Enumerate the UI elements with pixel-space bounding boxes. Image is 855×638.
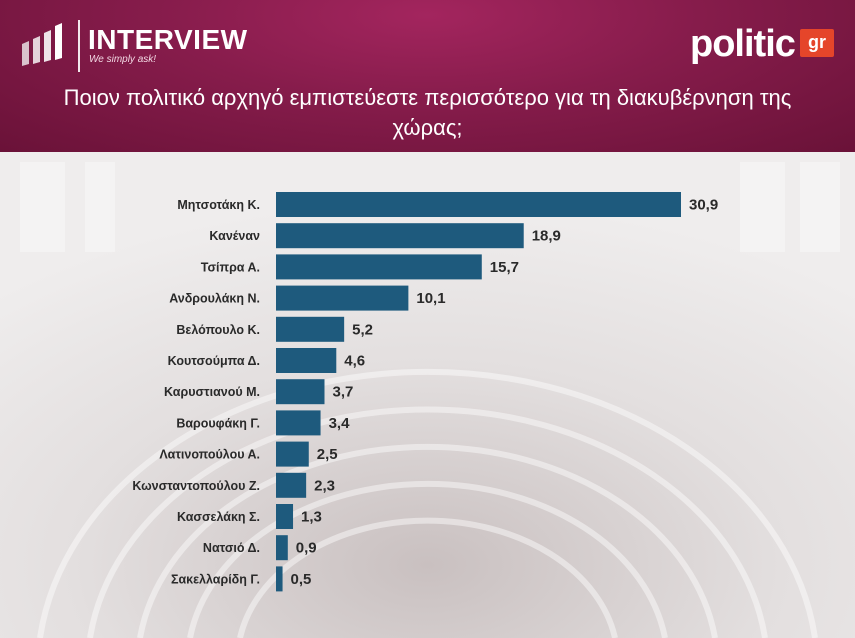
category-label: Κουτσούμπα Δ. (168, 354, 260, 368)
interview-logo-icon (22, 23, 62, 66)
bar (276, 192, 681, 217)
value-label: 15,7 (490, 259, 519, 276)
bar (276, 504, 294, 529)
bar (276, 285, 409, 311)
value-label: 2,3 (314, 477, 335, 494)
bar-chart: Μητσοτάκη Κ. 30,9 Κανέναν 18,9 Τσίπρα Α. 15,7… (132, 192, 718, 592)
bar (276, 254, 482, 280)
bar (276, 223, 524, 249)
value-label: 2,5 (317, 446, 338, 463)
bar (276, 566, 283, 592)
bar (276, 316, 345, 342)
value-label: 0,9 (296, 540, 317, 557)
category-label: Νατσιό Δ. (203, 541, 260, 555)
value-label: 1,3 (301, 509, 322, 526)
value-label: 30,9 (689, 197, 718, 214)
bar (276, 472, 307, 498)
bar (276, 410, 321, 436)
category-label: Σακελλαρίδη Γ. (171, 572, 260, 586)
value-label: 4,6 (344, 353, 365, 370)
category-label: Βαρουφάκη Γ. (176, 416, 260, 430)
category-label: Βελόπουλο Κ. (176, 323, 260, 337)
chart-title: Ποιον πολιτικό αρχηγό εμπιστεύεστε περισ… (63, 85, 792, 140)
category-label: Κωνσταντοπούλου Ζ. (132, 479, 260, 493)
bar (276, 348, 337, 373)
value-label: 3,4 (329, 415, 351, 432)
category-label: Κανέναν (209, 229, 260, 243)
category-label: Μητσοτάκη Κ. (177, 198, 260, 212)
logo-divider (78, 20, 80, 72)
value-label: 18,9 (532, 228, 561, 245)
value-label: 3,7 (332, 384, 353, 401)
politic-wordmark: politic (690, 23, 796, 65)
bar (276, 379, 325, 405)
category-label: Κασσελάκη Σ. (177, 510, 260, 524)
brand-tagline: We simply ask! (89, 54, 157, 65)
value-label: 10,1 (416, 290, 445, 307)
header-banner: INTERVIEW We simply ask! politic gr Ποιο… (0, 0, 855, 152)
bar (276, 441, 309, 467)
brand-name: INTERVIEW (88, 24, 248, 55)
category-label: Ανδρουλάκη Ν. (169, 292, 260, 306)
category-label: Τσίπρα Α. (201, 260, 260, 274)
category-label: Καρυστιανού Μ. (164, 385, 260, 399)
bar (276, 535, 288, 561)
value-label: 5,2 (352, 321, 373, 338)
politic-gr-badge: gr (800, 29, 834, 57)
category-label: Λατινοπούλου Α. (159, 448, 260, 462)
value-label: 0,5 (291, 571, 312, 588)
